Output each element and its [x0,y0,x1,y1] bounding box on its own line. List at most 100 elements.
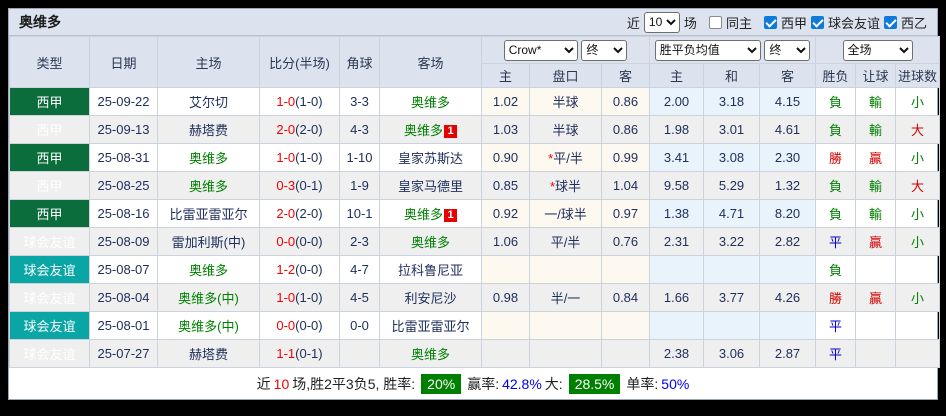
league-filter-checkbox-friendly[interactable] [810,15,824,29]
full-time-score: 1-0 [276,150,296,165]
league-type-cell: 球会友谊 [9,255,90,284]
col-header-type: 类型 [9,36,90,88]
avg-home-cell [649,255,705,284]
away-team-name: 皇家马德里 [397,179,463,194]
score-cell: 0-3(0-1) [259,171,340,200]
avg-metric-select[interactable]: 胜平负均值 [654,39,761,61]
odds-home-cell: 0.98 [481,283,530,312]
full-time-score: 1-0 [276,94,296,109]
col-header-away: 客场 [379,36,482,88]
col-header-handicap-result: 让球 [855,63,897,88]
footer-near-label: 近 [256,375,271,392]
away-team-cell: 皇家马德里 [379,171,482,200]
scope-select-group: 全场 [815,36,941,64]
home-team-cell: 赫塔费 [157,339,260,368]
handicap-result-cell: 輸 [855,115,897,144]
col-header-odds-away: 客 [600,63,651,88]
handicap-cell: 半球 [529,87,602,116]
single-rate-value: 50% [661,375,690,392]
home-team-name: 奥维多 [188,179,228,194]
home-team-cell: 奥维多 [157,255,260,284]
away-team-cell: 奥维多 1 [379,199,482,228]
handicap-rate-label: 赢率: [467,375,500,392]
handicap-value: 半球 [552,123,579,138]
home-team-name: 赫塔费 [188,123,228,138]
handicap-cell [529,339,602,368]
result-cell: 勝 [815,143,857,172]
corner-cell: 1-9 [339,171,380,200]
score-cell: 1-1(0-1) [259,339,340,368]
col-header-home: 主场 [157,36,260,88]
away-team-name: 奥维多 [403,207,443,222]
col-header-handicap: 盘口 [529,63,602,88]
home-team-name: 比雷亚雷亚尔 [169,207,248,222]
match-row: 西甲 25-08-16 比雷亚雷亚尔 2-0(2-0) 10-1 奥维多 1 0.… [9,199,941,228]
goals-result-cell: 小 [895,283,941,312]
handicap-value: 球半 [555,179,582,194]
corner-cell: 4-3 [339,115,380,144]
score-cell: 0-0(0-0) [259,227,340,256]
avg-select-group: 胜平负均值 终 [649,36,817,64]
result-cell: 負 [815,199,857,228]
handicap-result-cell [855,255,897,284]
corner-cell [339,339,380,368]
bookmaker-select-group: Crow* 终 [480,36,651,64]
odds-away-cell: 0.86 [600,87,651,116]
home-team-name: 奥维多(中) [178,291,239,306]
scope-select[interactable]: 全场 [842,39,913,61]
handicap-result-cell: 輸 [855,171,897,200]
avg-away-cell: 2.87 [759,339,817,368]
home-team-cell: 奥维多(中) [157,311,260,340]
league-type-cell: 球会友谊 [9,311,90,340]
match-row: 球会友谊 25-07-27 赫塔费 1-1(0-1) 奥维多 2.38 3.06… [9,339,941,368]
avg-stage-select[interactable]: 终 [764,39,811,61]
avg-draw-cell: 3.06 [703,339,761,368]
avg-away-cell: 2.30 [759,143,817,172]
match-row: 球会友谊 25-08-04 奥维多(中) 1-0(1-0) 4-5 利安尼沙 0… [9,283,941,312]
league-filter-label-friendly: 球会友谊 [827,15,880,31]
away-team-name: 奥维多 [410,235,450,250]
odds-home-cell [481,339,530,368]
col-header-avg-away: 客 [759,63,817,88]
topbar: 奥维多 近 10 场 同主 西甲 球会友谊 西乙 [9,9,937,36]
handicap-cell [529,311,602,340]
handicap-result-cell [855,311,897,340]
result-cell: 平 [815,311,857,340]
handicap-cell: 平/半 [529,227,602,256]
goals-result-cell: 大 [895,171,941,200]
bookmaker-select[interactable]: Crow* [503,39,578,61]
league-type-cell: 球会友谊 [9,283,90,312]
big-rate-label: 大: [544,375,563,392]
score-cell: 0-0(0-0) [259,311,340,340]
result-cell: 平 [815,339,857,368]
date-cell: 25-07-27 [89,339,158,368]
league-type-cell: 球会友谊 [9,339,90,368]
col-header-date: 日期 [89,36,158,88]
league-type-cell: 西甲 [9,171,90,200]
goals-result-cell: 小 [895,87,941,116]
avg-home-cell: 9.58 [649,171,705,200]
league-filter-checkbox-liga[interactable] [763,15,777,29]
half-time-score: (2-0) [295,122,323,137]
score-cell: 1-0(1-0) [259,283,340,312]
corner-cell: 1-10 [339,143,380,172]
games-count-select[interactable]: 10 [643,11,680,33]
same-home-checkbox[interactable] [708,15,722,29]
home-team-name: 奥维多 [188,151,228,166]
corner-cell: 3-3 [339,87,380,116]
match-row: 西甲 25-09-13 赫塔费 2-0(2-0) 4-3 奥维多 1 1.03 半… [9,115,941,144]
handicap-result-cell [855,339,897,368]
avg-home-cell: 2.00 [649,87,705,116]
bookmaker-stage-select[interactable]: 终 [581,39,628,61]
handicap-result-cell: 輸 [855,87,897,116]
score-cell: 1-0(1-0) [259,87,340,116]
score-cell: 1-2(0-0) [259,255,340,284]
half-time-score: (0-0) [295,234,323,249]
away-team-name: 奥维多 [410,95,450,110]
league-filter-checkbox-segunda[interactable] [883,15,897,29]
avg-draw-cell: 5.29 [703,171,761,200]
goals-result-cell [895,255,941,284]
handicap-cell: *平/半 [529,143,602,172]
league-type-cell: 西甲 [9,87,90,116]
